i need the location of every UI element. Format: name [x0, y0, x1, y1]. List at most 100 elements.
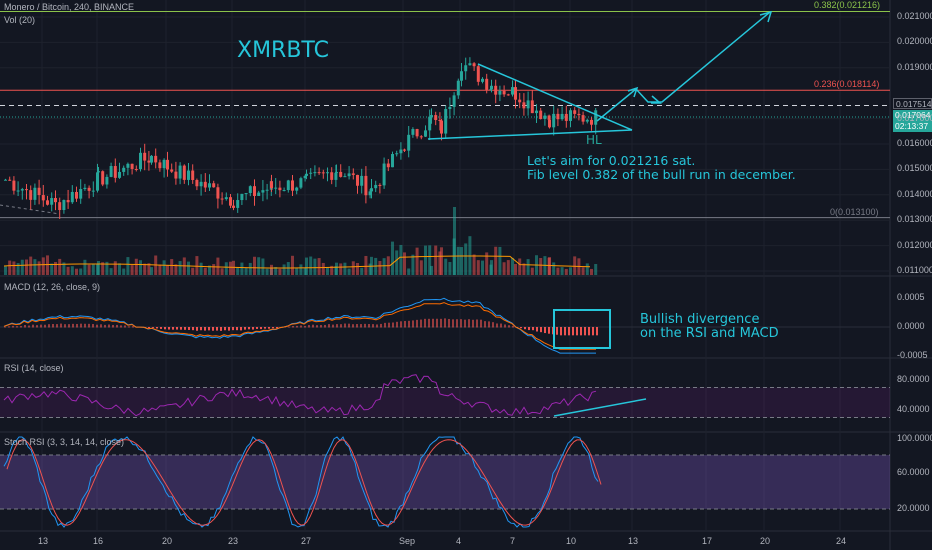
candle — [286, 180, 290, 191]
candle — [370, 188, 373, 192]
macd-histogram-bar — [232, 327, 234, 331]
rsi-divergence-line — [553, 398, 647, 417]
volume-bar — [518, 258, 522, 275]
macd-histogram-bar — [580, 327, 582, 336]
macd-tick-label: 0.0000 — [897, 321, 925, 331]
macd-histogram-bar — [72, 323, 74, 328]
candle — [182, 165, 186, 180]
volume-bar — [444, 258, 448, 275]
volume-bar — [170, 259, 174, 275]
macd-histogram-bar — [524, 327, 526, 330]
macd-histogram-bar — [520, 327, 522, 329]
candle — [313, 172, 317, 174]
volume-bar — [494, 246, 498, 275]
macd-histogram-bar — [376, 324, 378, 328]
macd-histogram-bar — [96, 324, 98, 328]
candle — [490, 85, 493, 90]
macd-histogram-bar — [68, 324, 70, 328]
volume-bar — [299, 264, 303, 275]
volume-bar — [134, 258, 138, 275]
macd-histogram-bar — [380, 323, 382, 328]
candle — [502, 90, 506, 95]
volume-bar — [253, 256, 256, 275]
candle — [162, 159, 166, 169]
candle — [522, 102, 526, 109]
candle — [305, 173, 308, 176]
rsi-line — [3, 374, 597, 417]
volume-bar — [25, 259, 28, 275]
candle — [581, 115, 585, 122]
macd-histogram-bar — [360, 324, 362, 328]
divergence-annotation: Bullish divergence on the RSI and MACD — [640, 312, 779, 341]
candle — [25, 189, 28, 191]
macd-histogram-bar — [572, 327, 574, 336]
candle — [506, 94, 510, 96]
volume-bar — [143, 263, 147, 275]
volume-label: Vol (20) — [4, 15, 36, 25]
candle — [109, 166, 113, 177]
volume-bar — [309, 256, 313, 275]
macd-histogram-bar — [16, 326, 18, 328]
macd-histogram-bar — [412, 320, 414, 328]
volume-bar — [118, 263, 121, 275]
candle — [514, 87, 517, 100]
fib-236-label: 0.236(0.018114) — [814, 79, 880, 89]
macd-histogram-bar — [368, 323, 370, 328]
candle — [535, 110, 538, 114]
macd-histogram-bar — [588, 327, 590, 336]
candle — [278, 187, 282, 191]
macd-histogram-bar — [268, 327, 270, 329]
volume-bar — [270, 264, 273, 275]
volume-bar — [187, 261, 190, 275]
volume-bar — [208, 265, 211, 275]
candle — [456, 80, 460, 96]
volume-bar — [58, 258, 62, 275]
candle — [101, 171, 105, 185]
volume-bar — [428, 245, 432, 275]
volume-bar — [232, 260, 235, 275]
macd-histogram-bar — [504, 324, 506, 328]
volume-bar — [590, 268, 593, 275]
candle — [37, 187, 41, 196]
candle — [386, 163, 390, 168]
price-tick-label: 0.015000 — [897, 163, 932, 174]
volume-bar — [101, 262, 105, 275]
macd-histogram-bar — [196, 327, 198, 331]
macd-histogram-bar — [388, 322, 390, 328]
candle — [150, 155, 153, 163]
candle — [411, 129, 415, 135]
candle — [438, 120, 442, 122]
aim-annotation: Let's aim for 0.021216 sat. Fib level 0.… — [527, 153, 796, 182]
volume-bar — [564, 268, 568, 275]
volume-bar — [274, 266, 278, 275]
macd-histogram-bar — [512, 325, 514, 328]
time-tick-label: 7 — [510, 536, 516, 546]
volume-bar — [560, 267, 564, 275]
volume-bar — [62, 262, 66, 275]
time-tick-label: 13 — [38, 536, 49, 546]
candle — [113, 166, 117, 178]
volume-bar — [87, 264, 91, 275]
macd-histogram-bar — [256, 327, 258, 329]
macd-histogram-bar — [336, 324, 338, 328]
macd-histogram-bar — [564, 327, 566, 336]
candle — [143, 152, 147, 161]
candle — [498, 90, 502, 95]
candle — [594, 110, 598, 125]
volume-bar — [526, 259, 530, 275]
macd-histogram-bar — [468, 319, 470, 328]
volume-bar — [498, 246, 502, 275]
macd-histogram-bar — [464, 319, 466, 328]
volume-bar — [158, 264, 162, 275]
macd-histogram-bar — [100, 324, 102, 328]
macd-histogram-bar — [304, 325, 306, 328]
candle — [303, 175, 307, 179]
macd-histogram-bar — [40, 324, 42, 328]
volume-bar — [415, 247, 419, 275]
macd-histogram-bar — [260, 327, 262, 330]
candle — [195, 179, 199, 187]
volume-bar — [548, 257, 551, 275]
candle — [430, 115, 433, 117]
volume-bar — [453, 207, 456, 275]
